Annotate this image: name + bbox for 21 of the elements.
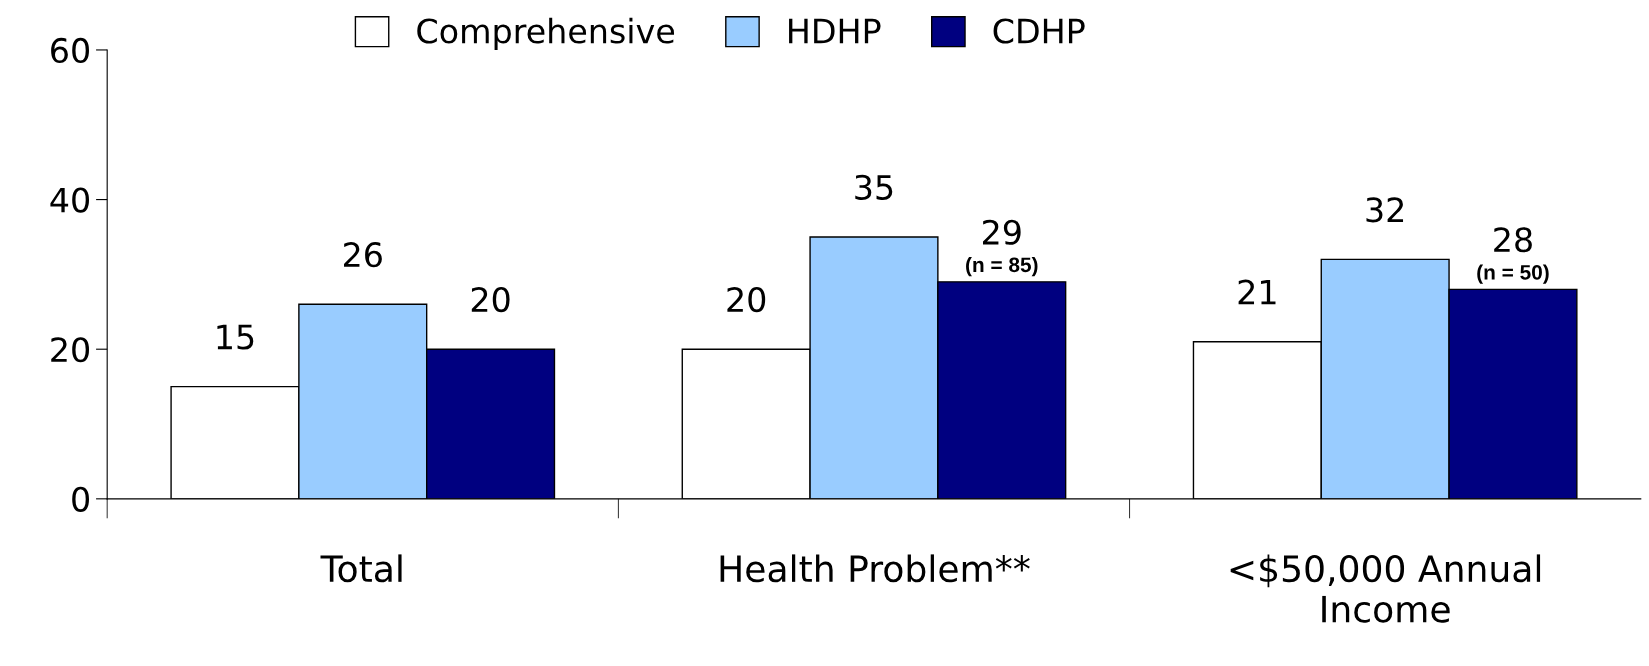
data-label: 15 [217,324,254,350]
x-tick-label: Health Problem** [720,554,1030,583]
y-tick-label: 60 [51,37,89,64]
data-label: 20 [727,286,766,313]
annotation: (n = 85) [966,256,1038,277]
annotation: (n = 50) [1477,264,1549,284]
data-label: 21 [1238,279,1276,305]
data-label: 35 [855,174,893,200]
y-tick-label: 40 [50,187,89,213]
y-tick-label: 20 [51,337,89,363]
legend-label: CDHP [993,18,1085,44]
legend-label: Comprehensive [417,17,675,51]
data-label: 32 [1366,197,1404,223]
x-tick-label: <$50,000 Annual Income [1230,554,1541,623]
legend-label: HDHP [789,18,881,44]
data-label: 29 [983,219,1021,245]
data-label: 20 [471,286,510,313]
data-label: 28 [1494,227,1532,253]
x-tick-label: Total [320,554,402,583]
data-label: 26 [344,242,382,268]
y-tick-label: 0 [72,486,89,512]
